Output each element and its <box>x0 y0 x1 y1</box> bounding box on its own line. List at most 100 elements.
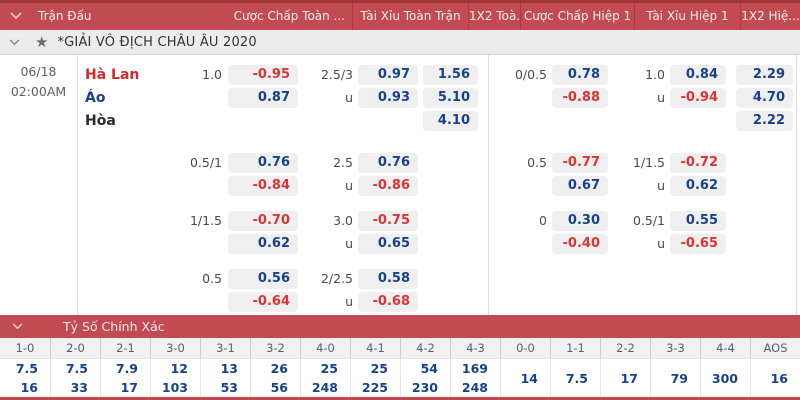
odds-1x2-ft[interactable]: 5.10 <box>423 88 478 108</box>
odds-total-h1[interactable]: 0.55 <box>670 211 726 231</box>
odds-handicap-h1[interactable]: 0.78 <box>552 65 608 85</box>
odds-total-h1[interactable]: -0.65 <box>670 234 726 254</box>
score-odds[interactable]: 169 <box>461 361 488 376</box>
odds-total-ft[interactable]: 0.65 <box>358 234 418 254</box>
score-header: 4-4 <box>700 338 750 358</box>
score-odds[interactable]: 79 <box>670 370 688 386</box>
score-odds[interactable]: 17 <box>120 380 138 395</box>
odds-row: 0.5 0.56 2/2.5 0.58 <box>0 268 800 291</box>
league-row[interactable]: ★ *GIẢI VÔ ĐỊCH CHÂU ÂU 2020 <box>0 30 800 55</box>
score-odds[interactable]: 230 <box>411 380 438 395</box>
score-odds[interactable]: 7.5 <box>65 361 88 376</box>
total-line-ft: 2.5 <box>333 155 353 170</box>
score-odds[interactable]: 56 <box>270 380 288 395</box>
column-header-overunder-half1: Tài Xỉu Hiệp 1 <box>634 3 740 30</box>
score-odds[interactable]: 26 <box>270 361 288 376</box>
odds-total-ft[interactable]: -0.68 <box>358 292 418 312</box>
odds-total-ft[interactable]: 0.97 <box>358 65 418 85</box>
odds-handicap-h1[interactable]: -0.40 <box>552 234 608 254</box>
column-header-overunder-fulltime: Tài Xỉu Toàn Trận <box>352 3 468 30</box>
score-odds[interactable]: 25 <box>320 361 338 376</box>
total-line-ft: u <box>345 236 353 251</box>
score-column: 54 230 <box>400 359 450 397</box>
match-date: 06/18 <box>20 64 57 79</box>
odds-total-ft[interactable]: -0.86 <box>358 176 418 196</box>
score-column: 17 <box>600 359 650 397</box>
vertical-divider <box>796 55 797 315</box>
score-odds[interactable]: 13 <box>220 361 238 376</box>
odds-group-3: 1/1.5 -0.70 3.0 -0.75 0 0.30 0.5/1 0.55 … <box>0 210 800 256</box>
odds-handicap-ft[interactable]: 0.62 <box>228 234 298 254</box>
handicap-line-ft: 0.5 <box>202 271 222 286</box>
odds-1x2-h1[interactable]: 2.29 <box>736 65 793 85</box>
odds-handicap-h1[interactable]: -0.77 <box>552 153 608 173</box>
home-team-name: Hà Lan <box>85 67 140 83</box>
odds-1x2-h1[interactable]: 4.70 <box>736 88 793 108</box>
chevron-down-icon[interactable] <box>9 38 20 46</box>
odds-total-h1[interactable]: 0.62 <box>670 176 726 196</box>
odds-handicap-h1[interactable]: 0.67 <box>552 176 608 196</box>
odds-handicap-ft[interactable]: -0.84 <box>228 176 298 196</box>
total-line-ft: u <box>345 90 353 105</box>
odds-row: 0.62 u 0.65 -0.40 u -0.65 <box>0 233 800 256</box>
score-odds[interactable]: 7.5 <box>565 370 588 386</box>
column-header-1x2-fulltime: 1X2 Toà... <box>468 3 520 30</box>
odds-handicap-ft[interactable]: 0.76 <box>228 153 298 173</box>
score-odds[interactable]: 33 <box>70 380 88 395</box>
score-column: 7.5 33 <box>50 359 100 397</box>
total-line-h1: 1.0 <box>645 67 665 82</box>
handicap-line-ft: 1/1.5 <box>189 213 222 228</box>
odds-total-h1[interactable]: -0.72 <box>670 153 726 173</box>
odds-group-1: 1.0 -0.95 2.5/3 0.97 1.56 0/0.5 0.78 1.0… <box>0 64 800 133</box>
odds-1x2-h1[interactable]: 2.22 <box>736 111 793 131</box>
score-odds[interactable]: 17 <box>620 370 638 386</box>
odds-total-ft[interactable]: -0.75 <box>358 211 418 231</box>
odds-total-ft[interactable]: 0.58 <box>358 269 418 289</box>
chevron-down-icon[interactable] <box>12 323 23 330</box>
odds-body: 06/18 02:00AM Hà Lan Áo Hòa 1.0 -0.95 2.… <box>0 55 800 315</box>
odds-total-h1[interactable]: 0.84 <box>670 65 726 85</box>
score-column: 12 103 <box>150 359 200 397</box>
score-odds[interactable]: 16 <box>770 370 788 386</box>
total-line-h1: u <box>657 178 665 193</box>
chevron-down-icon[interactable] <box>10 12 22 20</box>
score-header: 3-2 <box>250 338 300 358</box>
vertical-divider <box>77 55 78 315</box>
odds-1x2-ft[interactable]: 1.56 <box>423 65 478 85</box>
score-odds[interactable]: 248 <box>311 380 338 395</box>
odds-handicap-h1[interactable]: -0.88 <box>552 88 608 108</box>
odds-total-ft[interactable]: 0.93 <box>358 88 418 108</box>
score-column: 16 <box>750 359 800 397</box>
handicap-line-h1: 0 <box>539 213 547 228</box>
odds-handicap-ft[interactable]: -0.64 <box>228 292 298 312</box>
odds-total-ft[interactable]: 0.76 <box>358 153 418 173</box>
score-odds[interactable]: 7.9 <box>115 361 138 376</box>
score-odds[interactable]: 12 <box>170 361 188 376</box>
odds-row: 1.0 -0.95 2.5/3 0.97 1.56 0/0.5 0.78 1.0… <box>0 64 800 87</box>
score-odds[interactable]: 248 <box>461 380 488 395</box>
score-odds[interactable]: 16 <box>20 380 38 395</box>
score-odds[interactable]: 225 <box>361 380 388 395</box>
score-column: 25 225 <box>350 359 400 397</box>
score-odds[interactable]: 7.5 <box>15 361 38 376</box>
odds-1x2-ft[interactable]: 4.10 <box>423 111 478 131</box>
favorite-star-icon[interactable]: ★ <box>35 32 49 51</box>
score-odds[interactable]: 25 <box>370 361 388 376</box>
score-odds[interactable]: 300 <box>711 370 738 386</box>
score-odds[interactable]: 53 <box>220 380 238 395</box>
odds-total-h1[interactable]: -0.94 <box>670 88 726 108</box>
odds-group-2: 0.5/1 0.76 2.5 0.76 0.5 -0.77 1/1.5 -0.7… <box>0 152 800 198</box>
correct-score-bar: Tỷ Số Chính Xác <box>0 315 800 338</box>
odds-handicap-ft[interactable]: -0.70 <box>228 211 298 231</box>
odds-handicap-h1[interactable]: 0.30 <box>552 211 608 231</box>
score-odds[interactable]: 54 <box>420 361 438 376</box>
score-odds[interactable]: 14 <box>520 370 538 386</box>
score-column: 300 <box>700 359 750 397</box>
total-line-h1: 1/1.5 <box>632 155 665 170</box>
odds-handicap-ft[interactable]: 0.87 <box>228 88 298 108</box>
score-header: 2-2 <box>600 338 650 358</box>
total-line-ft: u <box>345 294 353 309</box>
odds-handicap-ft[interactable]: -0.95 <box>228 65 298 85</box>
odds-handicap-ft[interactable]: 0.56 <box>228 269 298 289</box>
score-odds[interactable]: 103 <box>161 380 188 395</box>
